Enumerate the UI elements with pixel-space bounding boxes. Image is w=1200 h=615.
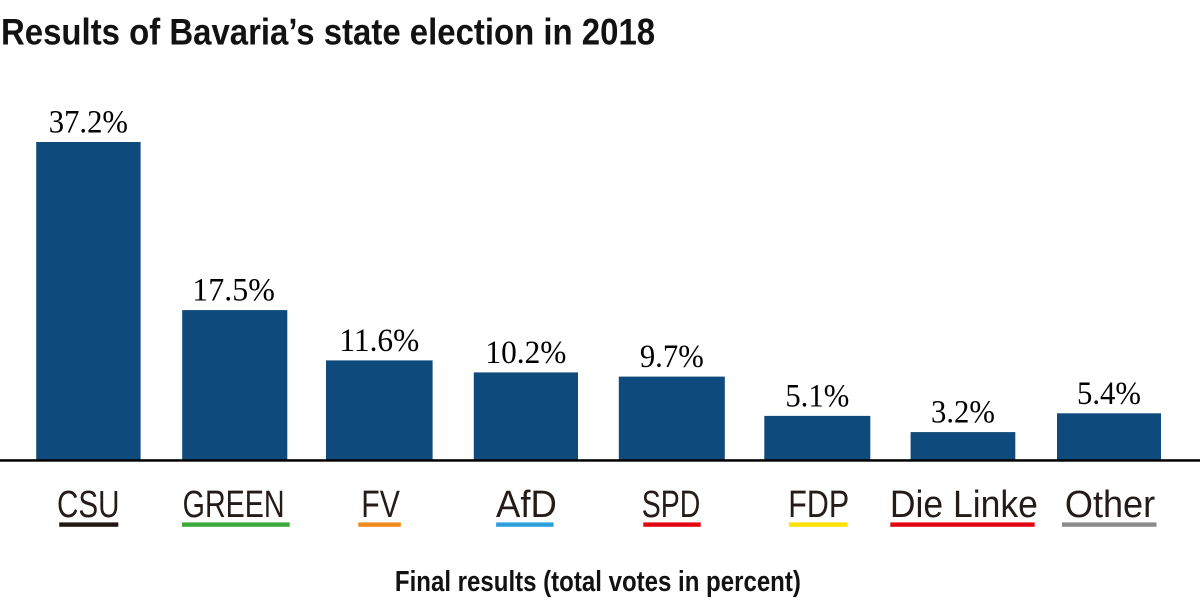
svg-text:37.2%: 37.2% bbox=[49, 104, 128, 140]
svg-text:9.7%: 9.7% bbox=[640, 338, 704, 374]
svg-text:17.5%: 17.5% bbox=[192, 272, 275, 309]
svg-text:Results of Bavaria’s state ele: Results of Bavaria’s state election in 2… bbox=[1, 12, 655, 53]
svg-text:FV: FV bbox=[361, 484, 400, 526]
svg-text:AfD: AfD bbox=[496, 482, 557, 525]
svg-text:Final results (total votes in: Final results (total votes in percent) bbox=[395, 565, 801, 598]
svg-text:10.2%: 10.2% bbox=[485, 333, 566, 370]
svg-text:11.6%: 11.6% bbox=[339, 321, 419, 358]
svg-text:3.2%: 3.2% bbox=[931, 394, 995, 430]
svg-text:SPD: SPD bbox=[642, 484, 701, 526]
svg-text:Other: Other bbox=[1065, 482, 1155, 525]
svg-text:5.4%: 5.4% bbox=[1077, 375, 1141, 411]
svg-text:CSU: CSU bbox=[57, 483, 120, 525]
svg-text:GREEN: GREEN bbox=[183, 484, 285, 526]
svg-text:Die Linke: Die Linke bbox=[890, 483, 1038, 525]
svg-text:5.1%: 5.1% bbox=[785, 377, 849, 413]
svg-text:FDP: FDP bbox=[788, 484, 849, 526]
